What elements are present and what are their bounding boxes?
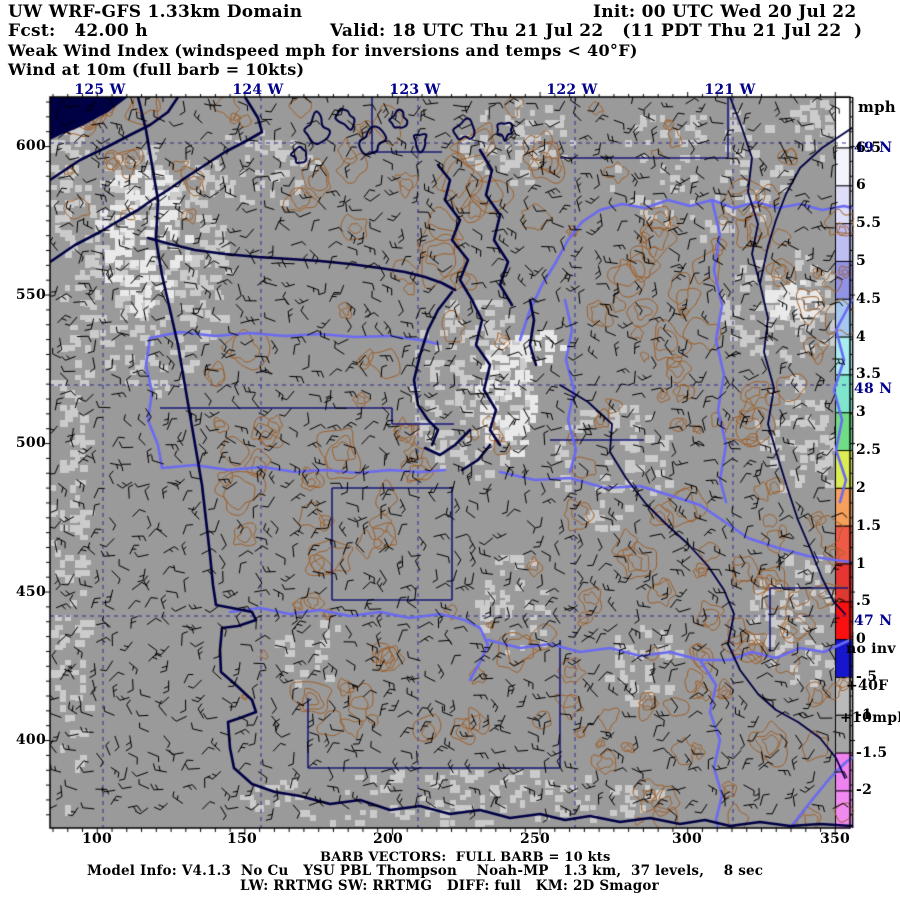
lat-label: 48 N: [854, 381, 893, 397]
y-axis-label: 500: [15, 435, 46, 451]
colorbar-annotation: +10mph: [840, 710, 900, 726]
lon-label: 123 W: [389, 82, 441, 98]
footer-physics: LW: RRTMG SW: RRTMG DIFF: full KM: 2D Sm…: [240, 878, 659, 894]
y-axis-label: 450: [15, 584, 46, 600]
y-axis-label: 400: [15, 732, 46, 748]
colorbar-tick-label: -.5: [856, 668, 878, 685]
title-level: Wind at 10m (full barb = 10kts): [8, 60, 305, 79]
x-axis-label: 350: [819, 831, 851, 847]
colorbar-tick-label: 3: [856, 404, 867, 421]
colorbar-tick-label: 1.5: [856, 517, 882, 534]
title-valid-time: Valid: 18 UTC Thu 21 Jul 22 (11 PDT Thu …: [330, 21, 863, 41]
footer-barb-note: BARB VECTORS: FULL BARB = 10 kts: [320, 850, 611, 865]
colorbar-tick-label: 2: [856, 479, 867, 496]
lon-label: 121 W: [704, 82, 756, 98]
colorbar-tick-label: -1.5: [856, 744, 888, 761]
colorbar-tick-label: 2.5: [856, 442, 882, 459]
lat-label: 49 N: [854, 140, 893, 156]
colorbar-tick-label: -2: [856, 782, 873, 799]
colorbar-tick-label: 4: [856, 328, 867, 345]
colorbar-tick-label: .5: [856, 593, 872, 610]
x-axis-label: 100: [81, 831, 113, 847]
lat-label: 47 N: [854, 613, 893, 629]
x-axis-label: 250: [519, 831, 551, 847]
colorbar-tick-label: 1: [856, 555, 867, 572]
colorbar-annotation: no inv: [846, 641, 896, 657]
colorbar-units-label: mph: [858, 98, 896, 116]
x-axis-label: 300: [671, 831, 703, 847]
title-init-time: Init: 00 UTC Wed 20 Jul 22: [593, 2, 857, 22]
x-axis-label: 200: [372, 831, 404, 847]
colorbar-tick-label: 3.5: [856, 366, 882, 383]
colorbar-tick-label: 0: [856, 631, 867, 648]
colorbar-tick-label: 6.5: [856, 139, 882, 156]
colorbar-tick-label: 5.5: [856, 215, 882, 232]
footer-model-info: Model Info: V4.1.3 No Cu YSU PBL Thompso…: [87, 863, 764, 879]
title-product: Weak Wind Index (windspeed mph for inver…: [8, 41, 638, 60]
y-axis-label: 550: [15, 287, 46, 303]
lon-label: 122 W: [546, 82, 598, 98]
lon-label: 124 W: [232, 82, 284, 98]
y-axis-label: 600: [15, 138, 46, 154]
lon-label: 125 W: [74, 82, 126, 98]
title-domain: UW WRF-GFS 1.33km Domain: [8, 2, 303, 22]
colorbar-tick-label: 4.5: [856, 290, 882, 307]
title-fcst-hour: Fcst: 42.00 h: [8, 21, 148, 41]
colorbar-annotation: +40F: [846, 678, 889, 694]
colorbar-tick-label: 5: [856, 252, 867, 269]
colorbar-tick-label: -1: [856, 706, 873, 723]
x-axis-label: 150: [226, 831, 258, 847]
colorbar-tick-label: 6: [856, 177, 867, 194]
